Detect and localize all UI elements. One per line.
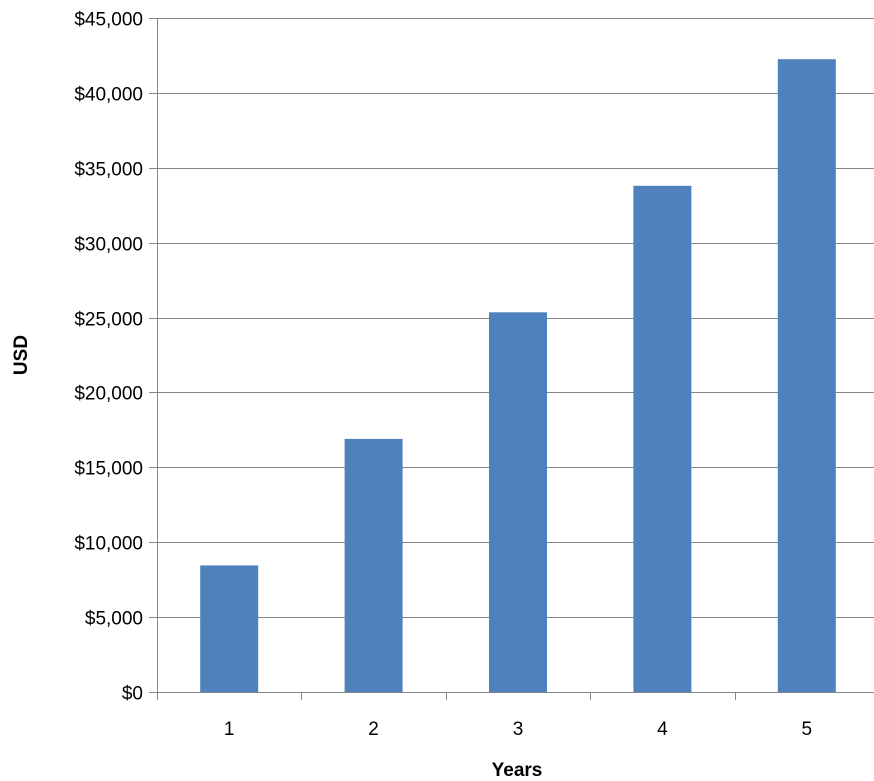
bar [489,312,547,692]
bar [777,59,836,692]
y-tick-label: $25,000 [74,310,143,331]
y-tick-label: $40,000 [74,85,143,106]
y-tick-label: $20,000 [74,384,143,405]
y-axis-title: USD [11,335,32,375]
y-tick-label: $10,000 [74,534,143,555]
x-tick-label: 5 [802,719,813,740]
y-tick-labels: $0 $5,000 $10,000 $15,000 $20,000 $25,000 $30,… [74,10,143,705]
x-tick-label: 2 [368,719,379,740]
x-tick-label: 1 [224,719,235,740]
x-tick-labels: 1 2 3 4 5 [224,719,812,740]
y-tick-label: $35,000 [74,160,143,181]
y-tick-label: $15,000 [74,459,143,480]
y-tick-label: $30,000 [74,235,143,256]
y-tick-label: $45,000 [74,10,143,31]
y-tick-label: $5,000 [85,609,143,630]
bar [200,565,259,692]
x-axis-title: Years [492,760,543,781]
bar [344,438,403,692]
x-tick-label: 4 [657,719,668,740]
axes [149,18,874,700]
y-tick-label: $0 [122,684,143,705]
x-tick-label: 3 [513,719,524,740]
bar [633,185,692,693]
bars [200,59,836,693]
